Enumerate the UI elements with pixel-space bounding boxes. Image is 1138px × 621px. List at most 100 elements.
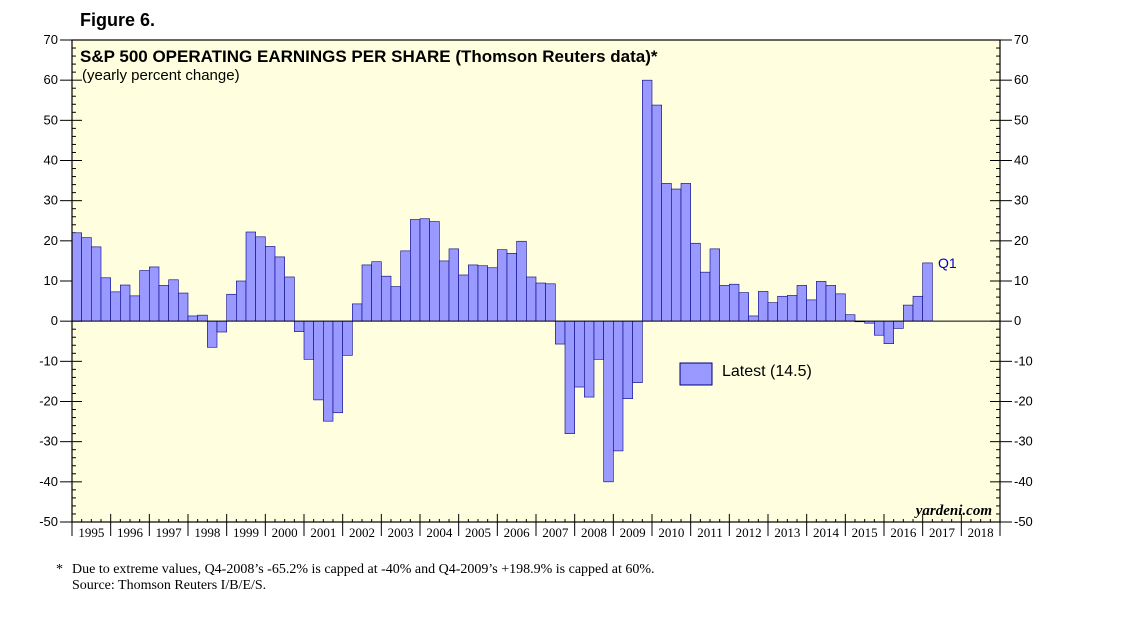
y-tick-label-left: 10 bbox=[44, 273, 58, 288]
x-tick-label: 2008 bbox=[581, 525, 607, 540]
bar bbox=[361, 264, 372, 322]
y-tick-label-right: -40 bbox=[1014, 474, 1033, 489]
bar bbox=[129, 295, 140, 322]
x-tick-label: 2011 bbox=[697, 525, 723, 540]
bar bbox=[835, 293, 846, 322]
bar bbox=[661, 183, 672, 322]
y-tick-label-right: 20 bbox=[1014, 233, 1028, 248]
y-tick-label-left: 70 bbox=[44, 32, 58, 47]
y-tick-label-right: 70 bbox=[1014, 32, 1028, 47]
figure-label: Figure 6. bbox=[80, 10, 156, 30]
bar bbox=[265, 246, 276, 322]
x-tick-label: 1995 bbox=[78, 525, 104, 540]
bar bbox=[497, 249, 508, 322]
y-tick-label-right: 30 bbox=[1014, 193, 1028, 208]
y-tick-label-right: -50 bbox=[1014, 514, 1033, 529]
x-tick-label: 2007 bbox=[542, 525, 569, 540]
x-tick-label: 2012 bbox=[736, 525, 762, 540]
y-tick-label-right: 60 bbox=[1014, 72, 1028, 87]
bar bbox=[825, 285, 836, 322]
bar bbox=[429, 221, 440, 322]
y-tick-label-left: -10 bbox=[39, 353, 58, 368]
bar bbox=[593, 320, 604, 360]
bar bbox=[487, 267, 498, 322]
footnote-line-1: Due to extreme values, Q4-2008’s -65.2% … bbox=[72, 562, 655, 577]
bar bbox=[458, 274, 469, 322]
x-tick-label: 1997 bbox=[156, 525, 183, 540]
bar bbox=[700, 271, 711, 322]
x-tick-label: 2018 bbox=[968, 525, 994, 540]
y-tick-label-left: 40 bbox=[44, 153, 58, 168]
bar bbox=[777, 295, 788, 322]
bar bbox=[168, 279, 179, 322]
source-watermark: yardeni.com bbox=[914, 503, 992, 519]
bar bbox=[912, 295, 923, 322]
bar bbox=[564, 320, 575, 434]
bar bbox=[226, 293, 237, 322]
bar bbox=[584, 320, 595, 398]
bar bbox=[506, 252, 517, 322]
bar bbox=[323, 320, 334, 422]
bar bbox=[893, 320, 904, 329]
x-tick-label: 1999 bbox=[233, 525, 259, 540]
axis-ticks bbox=[60, 39, 1012, 536]
x-tick-label: 2014 bbox=[813, 525, 840, 540]
bar bbox=[400, 250, 411, 322]
bar bbox=[332, 320, 343, 414]
bar bbox=[371, 261, 382, 322]
plot-border bbox=[71, 39, 1001, 523]
legend: Latest (14.5) bbox=[679, 362, 812, 386]
bar bbox=[284, 276, 295, 322]
footnote-line-2: Source: Thomson Reuters I/B/E/S. bbox=[72, 578, 267, 593]
bar bbox=[651, 104, 662, 322]
bar bbox=[796, 285, 807, 322]
bar bbox=[767, 302, 778, 322]
x-tick-label: 2006 bbox=[504, 525, 531, 540]
bar bbox=[903, 304, 914, 322]
bar bbox=[874, 320, 885, 336]
q1-annotation: Q1 bbox=[938, 255, 957, 271]
bar bbox=[71, 232, 82, 322]
bar bbox=[535, 282, 546, 322]
bar bbox=[352, 303, 363, 322]
bar bbox=[81, 237, 92, 322]
bar bbox=[922, 262, 933, 322]
x-tick-label: 2010 bbox=[658, 525, 684, 540]
x-tick-label: 1998 bbox=[194, 525, 220, 540]
axis-labels: -50 -50 -40 -40 -30 -30 -20 -20 -10 -10 0 0 10 10 20 20… bbox=[39, 32, 1033, 540]
y-tick-label-right: 0 bbox=[1014, 313, 1021, 328]
y-tick-label-left: -50 bbox=[39, 514, 58, 529]
y-tick-label-right: 50 bbox=[1014, 112, 1028, 127]
bar bbox=[110, 291, 121, 322]
bar bbox=[303, 320, 314, 360]
bar bbox=[622, 320, 633, 399]
bar bbox=[468, 264, 479, 322]
x-tick-label: 2017 bbox=[929, 525, 956, 540]
bar bbox=[526, 276, 537, 322]
x-tick-label: 2013 bbox=[774, 525, 800, 540]
legend-label: Latest (14.5) bbox=[722, 363, 812, 380]
footnote-star: * bbox=[56, 562, 63, 577]
y-tick-label-right: 40 bbox=[1014, 153, 1028, 168]
bar bbox=[236, 280, 247, 322]
bar bbox=[748, 315, 759, 322]
bar bbox=[255, 236, 266, 322]
bar bbox=[207, 320, 218, 348]
x-tick-label: 2003 bbox=[388, 525, 414, 540]
y-tick-label-left: -40 bbox=[39, 474, 58, 489]
bar bbox=[729, 283, 740, 322]
bar bbox=[149, 266, 160, 322]
bar bbox=[758, 291, 769, 322]
bar bbox=[187, 315, 198, 322]
bar bbox=[642, 79, 653, 322]
x-tick-label: 2015 bbox=[852, 525, 878, 540]
y-tick-label-left: 0 bbox=[51, 313, 58, 328]
bar bbox=[574, 320, 585, 388]
y-tick-label-right: -30 bbox=[1014, 434, 1033, 449]
bar bbox=[680, 183, 691, 322]
bar bbox=[545, 283, 556, 322]
bar bbox=[603, 320, 614, 483]
y-tick-label-left: -20 bbox=[39, 394, 58, 409]
chart-subtitle: (yearly percent change) bbox=[82, 67, 240, 84]
bar bbox=[709, 248, 720, 322]
